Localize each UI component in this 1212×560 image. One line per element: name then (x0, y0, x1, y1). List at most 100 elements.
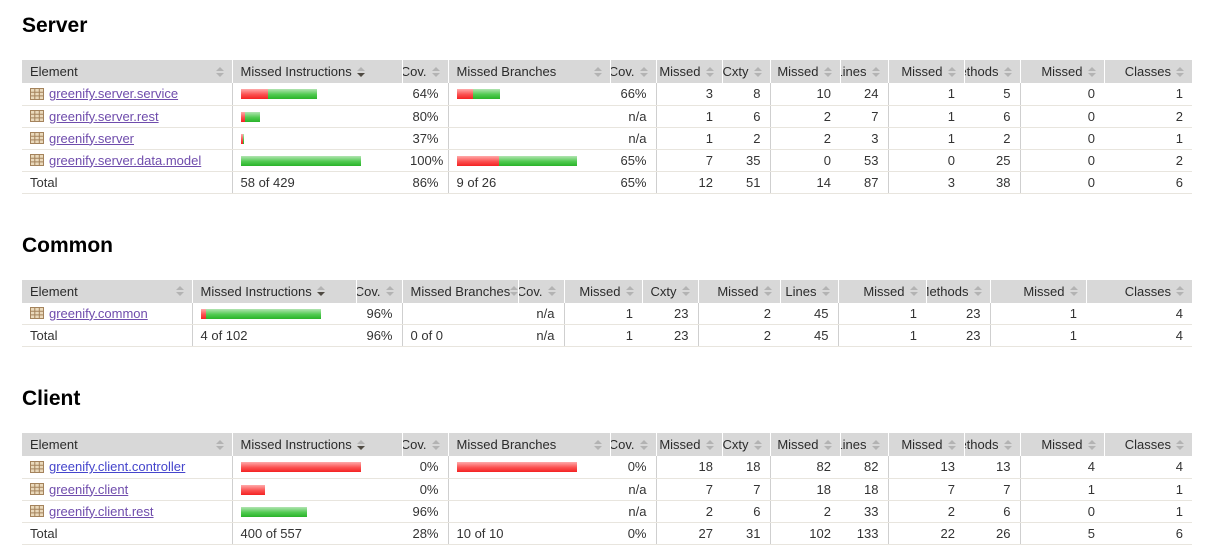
column-header-missed[interactable]: Missed (655, 433, 722, 456)
branch-coverage-cell: n/a (518, 302, 564, 325)
column-header-cxty[interactable]: Cxty (721, 433, 770, 456)
sort-icon[interactable] (510, 286, 518, 296)
column-header-missed-branches[interactable]: Missed Branches (401, 279, 518, 303)
sort-icon[interactable] (823, 66, 832, 77)
column-header-missed-instructions[interactable]: Missed Instructions (231, 60, 402, 83)
column-header-cov-[interactable]: Cov. (609, 433, 656, 456)
column-header-lines[interactable]: Lines (839, 60, 888, 83)
column-header-classes[interactable]: Classes (1103, 433, 1192, 456)
sort-icon[interactable] (1176, 439, 1184, 450)
column-header-missed-branches[interactable]: Missed Branches (447, 60, 610, 83)
sort-icon[interactable] (639, 66, 648, 77)
sort-icon[interactable] (947, 439, 956, 450)
column-header-missed[interactable]: Missed (837, 279, 926, 303)
metric-cell: 13 (887, 456, 964, 479)
sort-desc-icon[interactable] (356, 439, 365, 450)
sort-desc-icon[interactable] (356, 66, 365, 77)
sort-icon[interactable] (175, 286, 184, 296)
column-header-classes[interactable]: Classes (1085, 279, 1192, 303)
sort-icon[interactable] (909, 286, 918, 296)
package-link[interactable]: greenify.client.rest (49, 503, 154, 519)
column-header-missed[interactable]: Missed (887, 60, 964, 83)
column-header-lines[interactable]: Lines (779, 279, 838, 303)
missed-instructions-cell (231, 127, 402, 150)
sort-icon[interactable] (547, 286, 556, 296)
column-header-cov-[interactable]: Cov. (517, 279, 564, 303)
sort-up-arrow (593, 439, 602, 444)
column-header-cov-[interactable]: Cov. (355, 279, 402, 303)
element-cell: greenify.server.data.model (22, 149, 232, 172)
column-header-methods[interactable]: Methods (925, 279, 990, 303)
package-link[interactable]: greenify.common (49, 305, 148, 321)
sort-icon[interactable] (593, 66, 602, 77)
sort-icon[interactable] (973, 286, 982, 296)
total-metric-cell: 12 (655, 171, 722, 194)
sort-icon[interactable] (215, 439, 224, 450)
package-link[interactable]: greenify.client (49, 481, 129, 497)
sort-icon[interactable] (1087, 66, 1096, 77)
sort-icon[interactable] (215, 66, 224, 77)
sort-desc-icon[interactable] (316, 286, 325, 296)
column-header-methods[interactable]: Methods (963, 433, 1020, 456)
package-link[interactable]: greenify.server (49, 130, 135, 146)
sort-icon[interactable] (681, 286, 690, 296)
package-icon (30, 306, 44, 320)
column-header-missed-instructions[interactable]: Missed Instructions (231, 433, 402, 456)
column-header-missed-instructions[interactable]: Missed Instructions (191, 279, 356, 303)
sort-icon[interactable] (1003, 439, 1012, 450)
package-link[interactable]: greenify.server.rest (49, 108, 159, 124)
column-header-inner: Missed (897, 64, 956, 79)
column-header-element[interactable]: Element (22, 60, 232, 83)
column-header-missed[interactable]: Missed (655, 60, 722, 83)
column-header-missed[interactable]: Missed (769, 60, 840, 83)
sort-icon[interactable] (1176, 286, 1184, 296)
sort-icon[interactable] (385, 286, 394, 296)
metric-cell: 1 (887, 83, 964, 106)
column-header-classes[interactable]: Classes (1103, 60, 1192, 83)
sort-icon[interactable] (705, 439, 714, 450)
sort-icon[interactable] (1087, 439, 1096, 450)
column-header-missed-branches[interactable]: Missed Branches (447, 433, 610, 456)
column-header-cov-[interactable]: Cov. (401, 433, 448, 456)
sort-icon[interactable] (1003, 66, 1012, 77)
column-header-missed[interactable]: Missed (769, 433, 840, 456)
sort-icon[interactable] (753, 66, 762, 77)
column-header-element[interactable]: Element (22, 433, 232, 456)
sort-icon[interactable] (763, 286, 772, 296)
column-header-missed[interactable]: Missed (697, 279, 780, 303)
column-header-methods[interactable]: Methods (963, 60, 1020, 83)
sort-icon[interactable] (1176, 66, 1184, 77)
column-header-cxty[interactable]: Cxty (721, 60, 770, 83)
sort-icon[interactable] (705, 66, 714, 77)
sort-icon[interactable] (947, 66, 956, 77)
column-header-missed[interactable]: Missed (887, 433, 964, 456)
sort-icon[interactable] (871, 66, 880, 77)
column-header-cov-[interactable]: Cov. (401, 60, 448, 83)
column-header-element[interactable]: Element (22, 279, 192, 303)
total-label: Total (22, 171, 232, 194)
sort-icon[interactable] (431, 66, 440, 77)
sort-icon[interactable] (431, 439, 440, 450)
sort-icon[interactable] (625, 286, 634, 296)
sort-icon[interactable] (821, 286, 830, 296)
sort-icon[interactable] (823, 439, 832, 450)
metric-cell: 2 (697, 302, 780, 325)
column-header-missed[interactable]: Missed (1019, 60, 1104, 83)
column-header-lines[interactable]: Lines (839, 433, 888, 456)
column-header-missed[interactable]: Missed (1019, 433, 1104, 456)
column-header-cov-[interactable]: Cov. (609, 60, 656, 83)
sort-icon[interactable] (871, 439, 880, 450)
column-header-cxty[interactable]: Cxty (641, 279, 698, 303)
column-header-missed[interactable]: Missed (989, 279, 1086, 303)
sort-icon[interactable] (1069, 286, 1078, 296)
column-header-missed[interactable]: Missed (563, 279, 642, 303)
total-metric-cell: 6 (1104, 522, 1192, 545)
sort-icon[interactable] (593, 439, 602, 450)
package-link[interactable]: greenify.server.data.model (49, 152, 202, 168)
sort-icon[interactable] (753, 439, 762, 450)
package-link[interactable]: greenify.server.service (49, 86, 179, 102)
sort-up-arrow (753, 439, 762, 444)
package-link[interactable]: greenify.client.controller (49, 459, 186, 475)
sort-icon[interactable] (639, 439, 648, 450)
column-header-label: Missed (1041, 437, 1083, 452)
